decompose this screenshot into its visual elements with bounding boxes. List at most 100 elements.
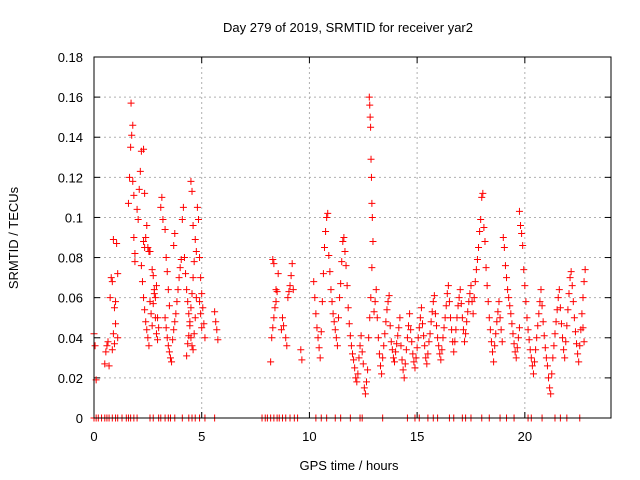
data-point <box>110 304 118 312</box>
data-point <box>457 300 465 308</box>
data-point <box>528 362 536 370</box>
plot-frame <box>93 56 612 419</box>
data-point <box>383 306 391 314</box>
data-point <box>425 338 433 346</box>
data-point <box>190 258 198 266</box>
x-axis-label: GPS time / hours <box>300 458 399 473</box>
data-point <box>184 298 192 306</box>
data-point <box>272 298 280 306</box>
data-point <box>571 328 579 336</box>
data-point <box>161 225 169 233</box>
data-point <box>142 234 150 241</box>
data-point <box>562 338 570 346</box>
data-point <box>367 294 375 302</box>
data-point <box>330 318 338 326</box>
data-point <box>365 93 373 101</box>
data-point <box>417 304 425 312</box>
data-point <box>212 318 220 326</box>
data-point <box>574 350 582 358</box>
data-point <box>549 354 557 362</box>
data-point <box>312 310 320 318</box>
data-point <box>476 227 484 235</box>
data-point <box>552 318 560 326</box>
data-point <box>361 390 369 398</box>
data-point <box>128 131 136 139</box>
data-point <box>402 346 410 354</box>
data-point <box>568 282 576 290</box>
data-point <box>411 364 419 372</box>
data-point <box>166 354 174 362</box>
data-point <box>366 113 374 121</box>
data-point <box>190 330 198 338</box>
data-point <box>538 302 546 310</box>
data-point <box>91 342 99 350</box>
data-point <box>331 326 339 334</box>
data-point <box>162 324 170 332</box>
data-point <box>140 294 148 302</box>
data-point <box>560 346 568 354</box>
data-point <box>408 338 416 346</box>
data-point <box>196 298 204 306</box>
data-point <box>551 330 559 338</box>
data-point <box>197 310 205 318</box>
data-point <box>143 221 151 229</box>
data-point <box>410 358 418 366</box>
data-point <box>108 278 116 286</box>
data-point <box>134 215 142 223</box>
data-point <box>338 258 346 266</box>
data-point <box>163 334 171 342</box>
data-point <box>188 342 196 350</box>
data-point <box>113 240 121 248</box>
data-point <box>148 266 156 274</box>
data-point <box>149 300 157 308</box>
data-point <box>171 318 179 326</box>
data-point <box>520 266 528 274</box>
data-point <box>570 314 578 322</box>
data-point <box>534 322 542 330</box>
data-point <box>450 348 458 356</box>
data-point <box>191 236 199 244</box>
data-point <box>550 342 558 350</box>
data-point <box>105 362 113 370</box>
data-point <box>130 191 138 199</box>
data-point <box>347 342 355 350</box>
data-point <box>416 314 424 322</box>
data-point <box>273 288 281 296</box>
data-point <box>288 260 296 268</box>
data-point <box>310 278 318 286</box>
data-point <box>200 320 208 328</box>
data-point <box>152 330 160 338</box>
data-point <box>141 306 149 314</box>
data-point <box>277 326 285 334</box>
data-point <box>184 340 192 348</box>
data-point <box>154 336 162 344</box>
data-point <box>350 356 358 364</box>
data-point <box>407 326 415 334</box>
data-point <box>510 340 518 348</box>
data-point <box>183 352 191 360</box>
data-point <box>189 221 197 229</box>
data-point <box>314 334 322 342</box>
data-point <box>567 268 575 276</box>
data-point <box>495 298 503 306</box>
data-point <box>168 358 176 366</box>
data-point <box>174 286 182 294</box>
data-point <box>345 320 353 328</box>
data-point <box>579 294 587 302</box>
data-point <box>548 370 556 378</box>
data-point <box>368 213 376 221</box>
data-point <box>334 314 342 322</box>
data-point <box>198 324 206 332</box>
data-point <box>267 358 275 366</box>
data-point <box>532 346 540 354</box>
data-point <box>150 290 158 298</box>
data-point <box>114 270 122 278</box>
x-tick-label: 15 <box>410 429 424 444</box>
data-point <box>392 348 400 356</box>
data-point <box>172 310 180 318</box>
data-point <box>332 334 340 342</box>
data-point <box>185 310 193 318</box>
data-point <box>162 254 170 262</box>
data-point <box>563 322 571 330</box>
x-tick-label: 20 <box>518 429 532 444</box>
